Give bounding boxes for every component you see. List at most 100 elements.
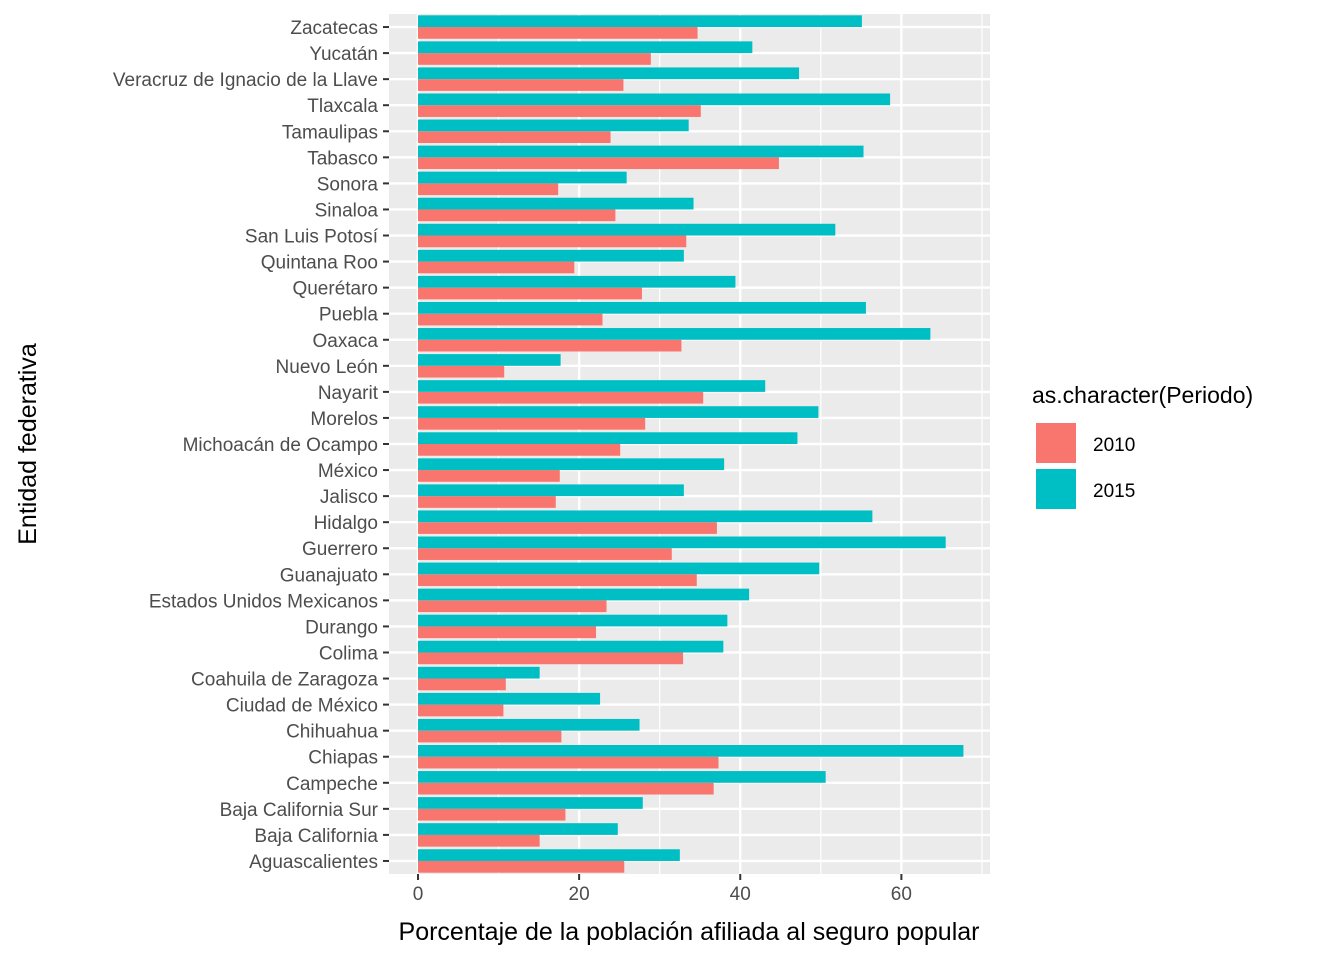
bar-2010 bbox=[418, 53, 651, 65]
bar-2010 bbox=[418, 782, 714, 795]
x-tick-label: 40 bbox=[730, 884, 751, 905]
category-label: Zacatecas bbox=[290, 18, 378, 39]
bar-2010 bbox=[418, 313, 603, 326]
bar-2015 bbox=[418, 692, 601, 705]
bar-2015 bbox=[418, 93, 891, 106]
bar-2010 bbox=[418, 600, 607, 613]
bar-2015 bbox=[418, 41, 753, 54]
bar-2010 bbox=[418, 444, 621, 456]
bar-2010 bbox=[418, 470, 560, 482]
bar-2015 bbox=[418, 171, 627, 184]
bar-2015 bbox=[418, 797, 643, 809]
bar-2015 bbox=[418, 562, 820, 575]
bar-2015 bbox=[418, 484, 684, 497]
category-label: Estados Unidos Mexicanos bbox=[149, 591, 378, 612]
legend-label-2015: 2015 bbox=[1093, 481, 1135, 502]
bar-2015 bbox=[418, 666, 540, 679]
legend-key-2015 bbox=[1036, 469, 1076, 509]
category-label: Chihuahua bbox=[286, 722, 378, 743]
bar-2010 bbox=[418, 860, 625, 873]
category-label: Nuevo León bbox=[276, 357, 378, 378]
bar-2015 bbox=[418, 823, 618, 835]
bar-2010 bbox=[418, 235, 687, 248]
y-axis-title: Entidad federativa bbox=[14, 343, 42, 545]
category-label: Quintana Roo bbox=[261, 253, 378, 274]
bar-2015 bbox=[418, 145, 864, 158]
category-label: Yucatán bbox=[309, 44, 378, 65]
bars bbox=[418, 15, 964, 873]
bar-2015 bbox=[418, 328, 931, 340]
bar-2015 bbox=[418, 849, 680, 861]
bar-2015 bbox=[418, 771, 826, 783]
x-axis-title: Porcentaje de la población afiliada al s… bbox=[399, 918, 980, 946]
category-label: Baja California Sur bbox=[220, 800, 379, 821]
bar-2015 bbox=[418, 67, 800, 80]
category-label: Morelos bbox=[310, 409, 378, 430]
bar-2010 bbox=[418, 209, 616, 222]
bar-2010 bbox=[418, 131, 611, 143]
bar-2015 bbox=[418, 458, 725, 471]
category-label: Veracruz de Ignacio de la Llave bbox=[113, 70, 378, 91]
category-label: Jalisco bbox=[320, 487, 378, 508]
bar-2010 bbox=[418, 548, 672, 560]
category-label: Querétaro bbox=[292, 279, 378, 300]
bar-2015 bbox=[418, 223, 836, 236]
bar-2010 bbox=[418, 678, 506, 691]
bar-2015 bbox=[418, 745, 964, 757]
bar-2015 bbox=[418, 119, 689, 132]
category-label: Hidalgo bbox=[314, 513, 378, 534]
category-label: Guerrero bbox=[302, 539, 378, 560]
bar-2010 bbox=[418, 730, 562, 743]
category-label: Baja California bbox=[254, 826, 378, 847]
category-label: Oaxaca bbox=[313, 331, 379, 352]
category-label: Sonora bbox=[317, 174, 379, 195]
bar-2015 bbox=[418, 510, 873, 523]
category-label: Coahuila de Zaragoza bbox=[191, 670, 378, 691]
bar-2015 bbox=[418, 614, 728, 627]
category-label: Tamaulipas bbox=[282, 122, 378, 143]
bar-2010 bbox=[418, 704, 504, 717]
bar-2010 bbox=[418, 391, 704, 404]
bar-2015 bbox=[418, 249, 684, 262]
legend: as.character(Periodo) 2010 2015 bbox=[1032, 382, 1253, 509]
bar-2010 bbox=[418, 652, 684, 665]
bar-2015 bbox=[418, 15, 862, 28]
category-label: Colima bbox=[319, 643, 379, 664]
bar-2010 bbox=[418, 496, 556, 508]
category-label: Campeche bbox=[286, 774, 378, 795]
category-label: Nayarit bbox=[318, 383, 379, 404]
bar-2010 bbox=[418, 157, 779, 170]
bar-2010 bbox=[418, 365, 505, 378]
x-axis: 0 20 40 60 bbox=[413, 874, 912, 905]
legend-title: as.character(Periodo) bbox=[1032, 382, 1253, 408]
bar-2010 bbox=[418, 834, 540, 847]
bar-2010 bbox=[418, 626, 597, 639]
bar-2015 bbox=[418, 640, 724, 653]
x-tick-label: 20 bbox=[569, 884, 590, 905]
category-label: México bbox=[318, 461, 378, 482]
bar-2010 bbox=[418, 522, 717, 534]
bar-2010 bbox=[418, 105, 701, 117]
x-tick-label: 60 bbox=[891, 884, 912, 905]
category-label: Aguascalientes bbox=[249, 852, 378, 873]
legend-key-2010 bbox=[1036, 423, 1076, 463]
category-label: Ciudad de México bbox=[226, 696, 378, 717]
bar-2010 bbox=[418, 261, 575, 274]
category-label: Michoacán de Ocampo bbox=[183, 435, 378, 456]
category-label: Tlaxcala bbox=[307, 96, 378, 117]
bar-2015 bbox=[418, 275, 736, 288]
bar-2010 bbox=[418, 756, 719, 769]
bar-2015 bbox=[418, 406, 819, 418]
legend-label-2010: 2010 bbox=[1093, 435, 1135, 456]
category-label: Chiapas bbox=[308, 748, 378, 769]
category-label: Puebla bbox=[319, 305, 379, 326]
y-axis: Aguascalientes Baja California Baja Califo… bbox=[113, 18, 389, 873]
bar-2015 bbox=[418, 301, 866, 314]
bar-2015 bbox=[418, 432, 798, 444]
x-tick-label: 0 bbox=[413, 884, 424, 905]
bar-2010 bbox=[418, 808, 566, 821]
category-label: Sinaloa bbox=[315, 200, 379, 221]
bar-2015 bbox=[418, 354, 561, 366]
bar-2015 bbox=[418, 380, 766, 392]
